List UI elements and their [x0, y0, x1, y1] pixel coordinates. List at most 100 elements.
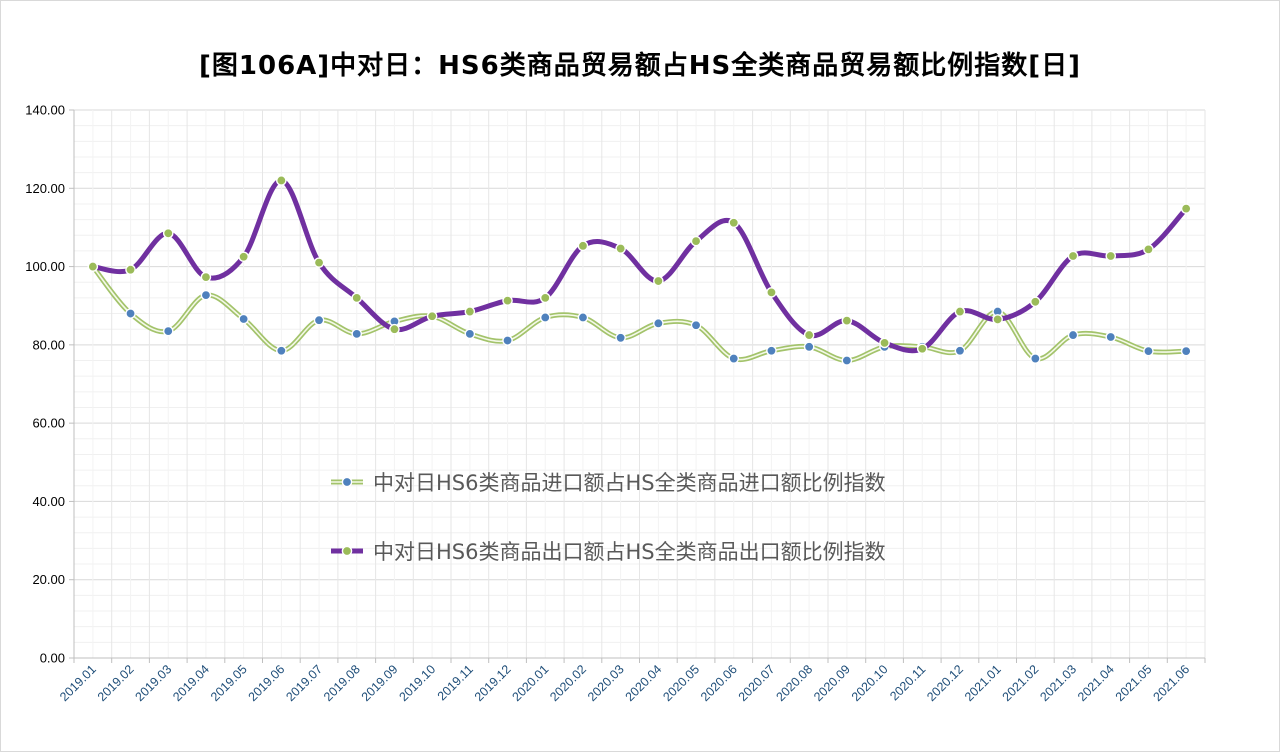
series-export-point: [1105, 250, 1117, 262]
series-export-point: [766, 287, 777, 298]
x-tick-label: 2021.06: [1150, 662, 1192, 704]
series-export-point: [351, 292, 363, 304]
series-export-point: [841, 315, 853, 326]
series-export-point: [653, 275, 664, 287]
series-import-point: [1105, 331, 1117, 343]
legend-label-import: 中对日HS6类商品进口额占HS全类商品进口额比例指数: [373, 471, 886, 495]
series-import-point: [954, 345, 966, 357]
series-import-point: [841, 355, 853, 366]
series-import-point: [728, 353, 740, 364]
x-tick-label: 2019.04: [170, 662, 212, 704]
series-import-point: [464, 328, 476, 340]
series-export-point: [313, 257, 325, 268]
series-export-point: [916, 343, 928, 355]
series-import-point: [1143, 345, 1154, 357]
x-tick-label: 2020.05: [660, 662, 702, 704]
series-export-point: [1030, 296, 1041, 308]
x-tick-label: 2019.07: [283, 662, 325, 704]
x-tick-label: 2020.06: [698, 662, 740, 704]
series-export-point: [690, 235, 702, 247]
x-tick-label: 2019.12: [472, 662, 514, 704]
series-import-point: [313, 314, 325, 326]
series-export-point: [954, 306, 966, 317]
grid: [73, 109, 1206, 659]
x-tick-label: 2021.01: [962, 662, 1004, 704]
chart-title: [图106A]中对日：HS6类商品贸易额占HS全类商品贸易额比例指数[日]: [199, 51, 1081, 81]
series-export-point: [728, 217, 740, 229]
y-tick-label: 140.00: [25, 103, 65, 118]
x-tick-label: 2020.04: [623, 662, 665, 704]
x-tick-label: 2021.05: [1113, 662, 1155, 704]
series-import: [87, 261, 1192, 366]
series-import-point: [539, 312, 551, 323]
legend-marker-export: [341, 545, 353, 557]
y-tick-label: 80.00: [32, 337, 65, 352]
series: [87, 175, 1192, 366]
x-tick-label: 2019.02: [95, 662, 137, 704]
y-tick-label: 20.00: [32, 572, 65, 587]
axes: 0.00 20.00 40.00 60.00 80.00 100.00 120.00 140.…: [25, 103, 1206, 704]
series-import-point: [238, 313, 249, 325]
series-export-point: [577, 240, 589, 252]
series-export-point: [276, 175, 287, 186]
y-tick-label: 120.00: [25, 181, 65, 196]
x-tick-label: 2020.08: [773, 662, 815, 704]
series-import-point: [1180, 345, 1192, 357]
x-tick-label: 2020.10: [849, 662, 891, 704]
x-tick-label: 2019.03: [133, 662, 175, 704]
x-tick-label: 2020.09: [811, 662, 853, 704]
series-export-point: [200, 271, 212, 283]
series-import-point: [653, 318, 664, 329]
x-tick-label: 2020.12: [924, 662, 966, 704]
x-tick-label: 2020.03: [585, 662, 627, 704]
legend-label-export: 中对日HS6类商品出口额占HS全类商品出口额比例指数: [373, 540, 886, 564]
x-tick-label: 2021.02: [1000, 662, 1042, 704]
y-tick-label: 100.00: [25, 259, 65, 274]
x-tick-label: 2019.06: [246, 662, 288, 704]
x-tick-label: 2020.01: [510, 662, 552, 704]
series-export-point: [615, 243, 626, 254]
series-import-point: [577, 312, 589, 323]
series-export-point: [162, 227, 174, 239]
series-export-point: [464, 306, 476, 317]
series-import-point: [615, 332, 626, 344]
series-import-point: [803, 341, 815, 353]
legend-marker-import: [341, 476, 353, 488]
series-import-point: [1030, 353, 1041, 364]
x-tick-label: 2019.11: [435, 662, 476, 703]
y-tick-label: 60.00: [32, 416, 65, 431]
x-tick-label: 2019.09: [359, 662, 401, 704]
series-export-point: [539, 292, 551, 304]
series-export-point: [1143, 244, 1154, 255]
legend-item-export: 中对日HS6类商品出口额占HS全类商品出口额比例指数: [331, 540, 886, 564]
x-tick-label: 2021.03: [1037, 662, 1079, 704]
y-tick-label: 40.00: [32, 494, 65, 509]
x-tick-label: 2020.11: [887, 662, 928, 703]
x-tick-label: 2021.04: [1075, 662, 1117, 704]
series-export-point: [502, 295, 513, 306]
series-import-point: [276, 345, 287, 357]
x-tick-label: 2019.01: [57, 662, 99, 704]
legend-item-import: 中对日HS6类商品进口额占HS全类商品进口额比例指数: [331, 471, 886, 495]
series-import-point: [200, 289, 212, 301]
series-export-point: [803, 329, 815, 341]
y-tick-label: 0.00: [40, 651, 65, 666]
x-tick-label: 2019.08: [321, 662, 363, 704]
series-export-point: [992, 314, 1003, 325]
series-import-point: [1067, 329, 1079, 341]
series-import-point: [351, 328, 363, 340]
series-export-point: [426, 310, 438, 322]
legend: 中对日HS6类商品进口额占HS全类商品进口额比例指数中对日HS6类商品出口额占H…: [331, 471, 886, 564]
series-export-point: [87, 261, 99, 272]
series-export-point: [1067, 250, 1079, 262]
x-tick-label: 2019.10: [396, 662, 438, 704]
series-export-point: [238, 251, 249, 263]
series-export-point: [125, 264, 136, 276]
series-import-point: [690, 319, 702, 331]
series-import-point: [162, 325, 174, 337]
series-export: [87, 175, 1192, 355]
x-tick-label: 2020.02: [547, 662, 589, 704]
x-tick-label: 2020.07: [736, 662, 778, 704]
